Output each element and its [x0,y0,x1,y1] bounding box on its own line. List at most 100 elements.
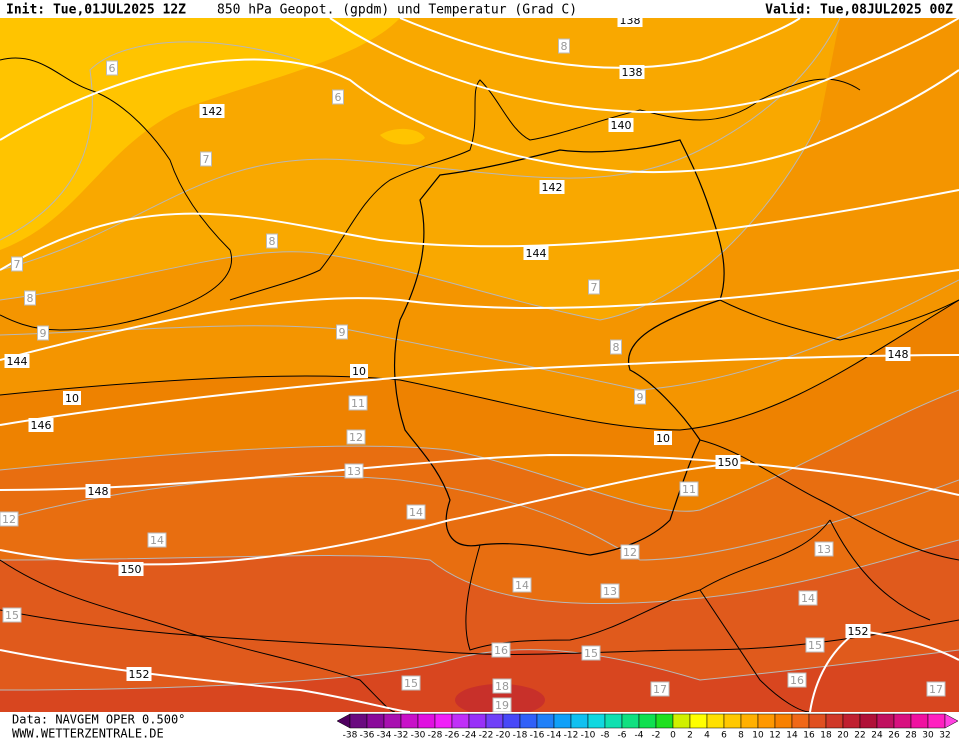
isotherm [0,475,959,561]
colorbar-swatch [876,713,895,729]
contour-label: 11 [682,483,696,496]
contour-label-box [406,504,426,520]
colorbar-tick-label: -30 [411,731,426,741]
colorbar-tick-label: -36 [360,731,375,741]
contour-label-box [492,678,512,694]
contour-label-box [28,418,54,432]
coastline [0,57,233,331]
colorbar-swatch [570,713,589,729]
temperature-band [0,540,959,712]
colorbar-tick-label: -4 [635,731,644,741]
colorbar-tick-label: 2 [687,731,693,741]
contour-label: 12 [349,431,363,444]
colorbar-swatch [417,713,436,729]
contour-label: 142 [202,105,223,118]
contour-label-box [610,339,622,355]
contour-label-box [619,65,645,79]
colorbar-swatch [485,713,504,729]
colorbar-swatch [655,713,674,729]
country-border [393,139,725,556]
contour-label-box [600,583,620,599]
contour-label: 8 [561,40,568,53]
contour-label-box [348,395,368,411]
colorbar-tick-label: 24 [871,731,883,741]
colorbar-tick-label: -2 [652,731,661,741]
contour-label-box [350,364,368,378]
colorbar-tick-label: 16 [803,731,815,741]
geopotential-contour [0,354,959,426]
contour-label: 152 [129,668,150,681]
isotherm [0,18,841,271]
website: WWW.WETTERZENTRALE.DE [12,727,164,741]
contour-label-box [608,118,634,132]
contour-label: 144 [526,247,547,260]
contour-label-box [588,279,600,295]
contour-label: 13 [347,465,361,478]
contour-label-box [37,325,49,341]
contour-label: 8 [27,292,34,305]
colorbar-tick-label: 0 [670,731,676,741]
contour-label: 6 [109,62,116,75]
colorbar-tick-label: 28 [905,731,917,741]
colorbar-swatch [468,713,487,729]
colorbar-swatch [587,713,606,729]
colorbar-tick-label: -18 [513,731,528,741]
geopotential-contour [0,58,959,174]
contour-label: 10 [656,432,670,445]
colorbar-tick-label: -28 [428,731,443,741]
contour-label-box [620,544,640,560]
temperature-band [0,649,959,712]
data-source: Data: NAVGEM OPER 0.500° [12,713,185,727]
contour-label-box [512,577,532,593]
map-area: 1381381401421421441441461481481501501521… [0,18,959,712]
contour-label-box [581,645,601,661]
header-bar [0,0,959,18]
contour-label: 15 [404,677,418,690]
colorbar-tick-label: 10 [752,731,764,741]
contour-label: 7 [591,281,598,294]
colorbar-tick-label: 22 [854,731,865,741]
colorbar-tick-label: 26 [888,731,900,741]
isotherms [0,18,959,691]
colorbar-swatch [553,713,572,729]
colorbar-tick-label: -10 [581,731,596,741]
contour-label: 152 [848,625,869,638]
colorbar-tick-label: -6 [618,731,627,741]
geopotential-contour [0,189,959,271]
colorbar-swatch [604,713,623,729]
contour-label: 9 [637,391,644,404]
contour-label: 15 [808,639,822,652]
colorbar-tick-label: -24 [462,731,477,741]
contour-label: 10 [65,392,79,405]
contour-label-box [63,391,81,405]
colorbar-swatch [519,713,538,729]
colorbar-swatch [383,713,402,729]
colorbar-swatch [774,713,793,729]
contour-label: 144 [7,355,28,368]
contour-label-box [11,256,23,272]
colorbar-swatch [672,713,691,729]
contour-label: 11 [351,397,365,410]
colorbar-swatch [621,713,640,729]
contour-label: 9 [339,326,346,339]
colorbar-tick-label: -12 [564,731,579,741]
contour-label: 12 [2,513,16,526]
colorbar-tick-label: -26 [445,731,460,741]
colorbar-swatch [740,713,759,729]
contour-label-box [0,511,19,527]
contour-label-box [798,590,818,606]
contour-label: 13 [603,585,617,598]
contour-label: 15 [584,647,598,660]
contour-label: 15 [5,609,19,622]
colorbar-swatch [451,713,470,729]
contour-label-box [2,607,22,623]
contour-label-box [558,38,570,54]
colorbar-tick-label: 30 [922,731,934,741]
colorbar-tick-label: 20 [837,731,849,741]
contour-label-box [199,104,225,118]
isotherm [0,41,301,241]
init-time: Init: Tue,01JUL2025 12Z [6,3,186,18]
contour-label-box [106,60,118,76]
colorbar-swatch [400,713,419,729]
